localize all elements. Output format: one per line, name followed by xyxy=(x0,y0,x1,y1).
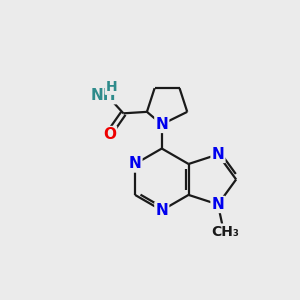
Text: N: N xyxy=(155,117,168,132)
Text: H: H xyxy=(106,80,117,94)
Text: N: N xyxy=(129,157,141,172)
Text: N: N xyxy=(155,203,168,218)
Text: NH: NH xyxy=(91,88,116,103)
Text: CH₃: CH₃ xyxy=(212,224,239,239)
Text: N: N xyxy=(212,197,224,212)
Text: N: N xyxy=(212,147,224,162)
Text: O: O xyxy=(103,127,116,142)
